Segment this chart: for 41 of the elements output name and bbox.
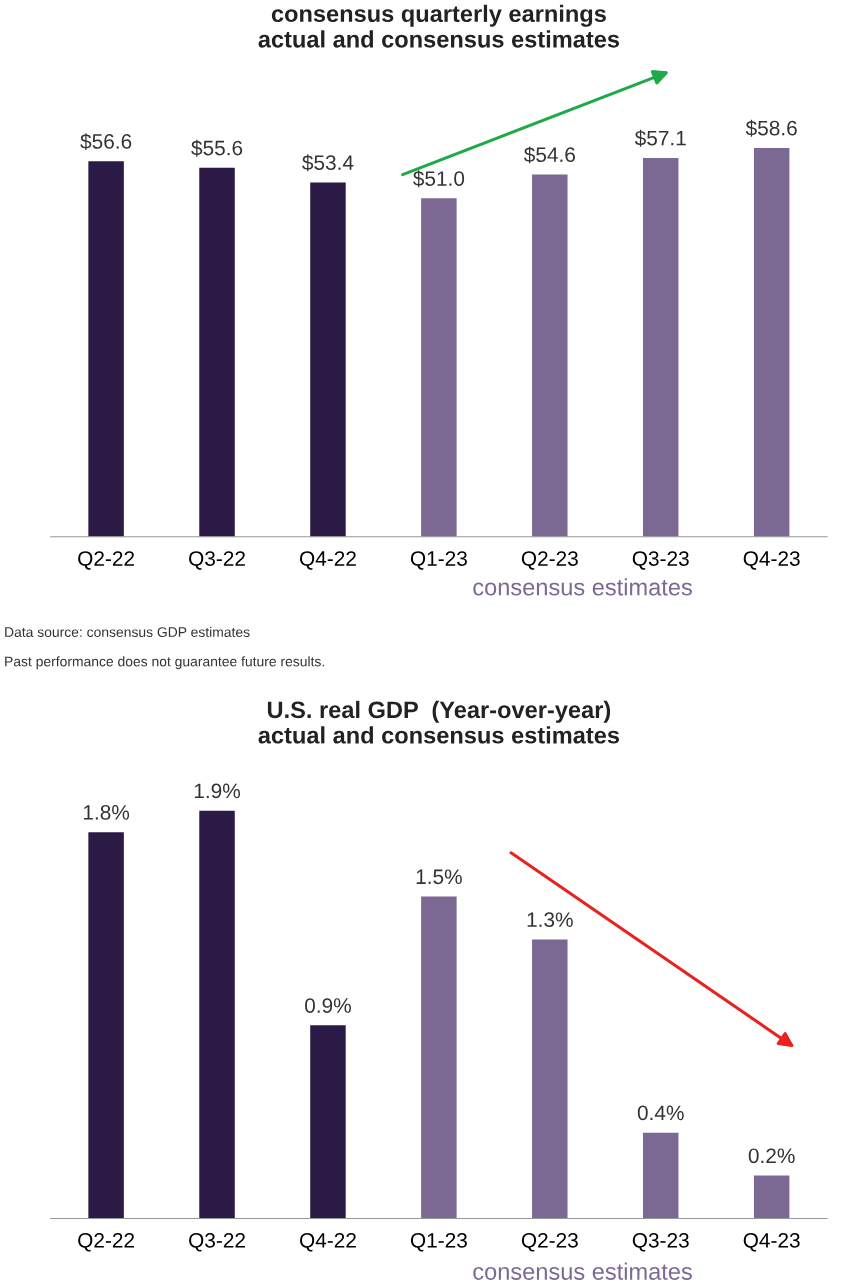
data-label: $53.4 [302,154,354,172]
x-tick-label: Q2-22 [78,1232,135,1252]
data-label: 1.5% [416,869,462,885]
x-tick-label: Q2-23 [521,551,578,570]
x-tick-label: Q1-23 [410,551,467,570]
x-tick-label: Q2-23 [521,1232,578,1252]
x-tick-label: Q4-22 [299,551,356,570]
x-tick-label: Q4-23 [743,551,800,570]
x-tick-label: Q2-22 [78,551,135,570]
data-label: 1.8% [83,804,130,820]
bar [532,939,568,1219]
data-label: 1.3% [527,912,573,928]
data-label: $56.6 [80,133,132,150]
data-label: 0.4% [637,1105,684,1121]
bar [310,1025,346,1219]
data-label: $58.6 [745,119,797,137]
bar [642,1132,679,1219]
data-label: $57.1 [634,129,686,147]
bar [88,832,124,1219]
x-tick-label: Q3-22 [189,1232,245,1252]
text: consensus estimates [473,1262,692,1280]
data-label: $54.6 [523,146,575,164]
source-note: Data source: consensus GDP estimates [5,626,250,638]
text: consensus estimates [473,578,692,596]
chart-title: consensus quarterly earnings actual and consensus estimates [258,4,620,48]
data-label: $51.0 [413,170,465,188]
bar [421,896,457,1219]
x-tick-label: Q1-23 [410,1232,467,1252]
x-tick-label: Q4-22 [299,1232,356,1252]
text: Past performance does not guarantee future results. [5,656,324,670]
bar [753,1175,790,1219]
x-tick-label: Q3-22 [189,551,245,570]
x-tick-label: Q3-23 [632,551,689,570]
chart-title: U.S. real GDP (Year-over-year) actual and consensus estimates [258,700,620,744]
x-tick-label: Q3-23 [632,1232,689,1252]
data-label: 0.9% [305,998,351,1013]
x-tick-label: Q4-23 [743,1232,800,1252]
data-label: 0.2% [748,1148,795,1164]
bar [199,810,235,1219]
data-label: $55.6 [191,139,243,157]
data-label: 1.9% [194,783,241,799]
